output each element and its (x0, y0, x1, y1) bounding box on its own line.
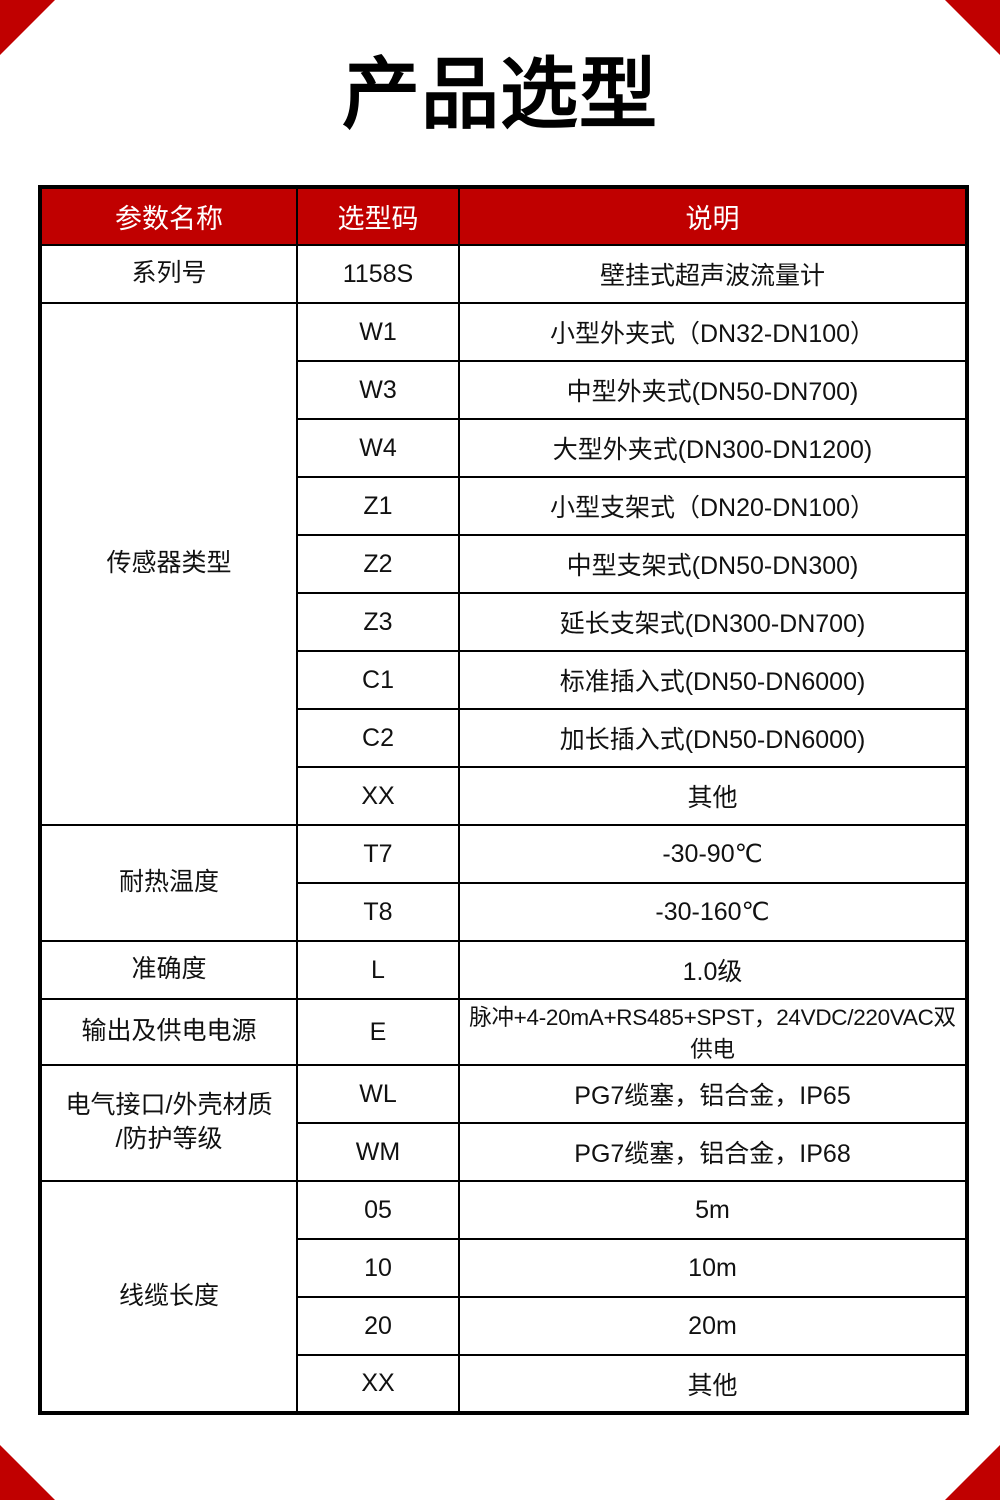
selection-code-cell: XX (296, 1354, 460, 1414)
description-cell: 其他 (458, 766, 968, 826)
selection-code-cell: 1158S (296, 244, 460, 304)
table-row: Z1 小型支架式（DN20-DN100） (40, 476, 968, 536)
header-selection-code: 选型码 (296, 186, 460, 246)
description-cell: 其他 (458, 1354, 968, 1414)
table-header-row: 参数名称 选型码 说明 (39, 186, 968, 246)
selection-code-cell: 05 (296, 1180, 460, 1240)
table-row: 线缆长度 05 5m (39, 1180, 968, 1414)
selection-code-cell: L (296, 940, 460, 1000)
description-cell: 中型支架式(DN50-DN300) (458, 534, 968, 594)
selection-code-cell: WM (296, 1122, 460, 1182)
header-description: 说明 (458, 186, 968, 246)
description-cell: 加长插入式(DN50-DN6000) (458, 708, 968, 768)
corner-triangle-bottom-left (0, 1445, 55, 1500)
table-row: 电气接口/外壳材质 /防护等级 WL PG7缆塞，铝合金，IP65 (39, 1064, 968, 1182)
corner-triangle-top-right (945, 0, 1000, 55)
table-row: Z2 中型支架式(DN50-DN300) (40, 534, 968, 594)
description-cell: 中型外夹式(DN50-DN700) (458, 360, 968, 420)
table-row: W4 大型外夹式(DN300-DN1200) (40, 418, 968, 478)
parameter-name-cell: 电气接口/外壳材质 /防护等级 (39, 1064, 298, 1182)
page-title: 产品选型 (341, 50, 658, 138)
table-row: W3 中型外夹式(DN50-DN700) (40, 360, 968, 420)
description-cell: PG7缆塞，铝合金，IP68 (458, 1122, 968, 1182)
selection-code-cell: Z1 (296, 476, 460, 536)
parameter-name-cell: 系列号 (39, 244, 298, 304)
table-row: T8 -30-160℃ (40, 882, 968, 942)
description-cell: 壁挂式超声波流量计 (458, 244, 968, 304)
description-cell: 小型外夹式（DN32-DN100） (458, 302, 968, 362)
description-cell: -30-160℃ (458, 882, 968, 942)
description-cell: 大型外夹式(DN300-DN1200) (458, 418, 968, 478)
selection-code-cell: WL (296, 1064, 460, 1124)
description-cell: -30-90℃ (458, 824, 968, 884)
description-cell: 10m (458, 1238, 968, 1298)
table-row: 输出及供电电源 E 脉冲+4-20mA+RS485+SPST，24VDC/220VA… (39, 998, 968, 1066)
header-parameter-name: 参数名称 (39, 186, 298, 246)
description-cell: 5m (458, 1180, 968, 1240)
description-cell: 延长支架式(DN300-DN700) (458, 592, 968, 652)
table-row: XX 其他 (40, 1354, 968, 1414)
selection-code-cell: Z3 (296, 592, 460, 652)
corner-triangle-top-left (0, 0, 55, 55)
table-row: Z3 延长支架式(DN300-DN700) (40, 592, 968, 652)
corner-triangle-bottom-right (945, 1445, 1000, 1500)
selection-code-cell: C1 (296, 650, 460, 710)
selection-code-cell: C2 (296, 708, 460, 768)
description-cell: 脉冲+4-20mA+RS485+SPST，24VDC/220VAC双供电 (458, 998, 968, 1066)
product-selection-table: 参数名称 选型码 说明 系列号 1158S 壁挂式超声波流量计 传感器类型 W1 小型外夹… (38, 185, 969, 1415)
description-cell: 1.0级 (458, 940, 968, 1000)
selection-code-cell: W1 (296, 302, 460, 362)
description-cell: 小型支架式（DN20-DN100） (458, 476, 968, 536)
table-row: 传感器类型 W1 小型外夹式（DN32-DN100） (39, 302, 968, 826)
parameter-name-cell: 输出及供电电源 (39, 998, 298, 1066)
parameter-name-cell: 传感器类型 (39, 302, 298, 826)
selection-code-cell: E (296, 998, 460, 1066)
parameter-name-cell: 准确度 (39, 940, 298, 1000)
table-row: WM PG7缆塞，铝合金，IP68 (40, 1122, 968, 1182)
selection-code-cell: Z2 (296, 534, 460, 594)
table-row: C1 标准插入式(DN50-DN6000) (40, 650, 968, 710)
table-row: XX 其他 (40, 766, 968, 826)
selection-code-cell: 20 (296, 1296, 460, 1356)
selection-code-cell: XX (296, 766, 460, 826)
table-row: 系列号 1158S 壁挂式超声波流量计 (39, 244, 968, 304)
description-cell: PG7缆塞，铝合金，IP65 (458, 1064, 968, 1124)
selection-code-cell: 10 (296, 1238, 460, 1298)
description-cell: 标准插入式(DN50-DN6000) (458, 650, 968, 710)
selection-code-cell: W4 (296, 418, 460, 478)
parameter-name-cell: 耐热温度 (39, 824, 298, 942)
table-row: 耐热温度 T7 -30-90℃ (39, 824, 968, 942)
selection-code-cell: W3 (296, 360, 460, 420)
table-row: 20 20m (40, 1296, 968, 1356)
parameter-name-cell: 线缆长度 (39, 1180, 298, 1414)
description-cell: 20m (458, 1296, 968, 1356)
table-row: C2 加长插入式(DN50-DN6000) (40, 708, 968, 768)
table-row: 10 10m (40, 1238, 968, 1298)
selection-code-cell: T7 (296, 824, 460, 884)
selection-code-cell: T8 (296, 882, 460, 942)
table-row: 准确度 L 1.0级 (39, 940, 968, 1000)
